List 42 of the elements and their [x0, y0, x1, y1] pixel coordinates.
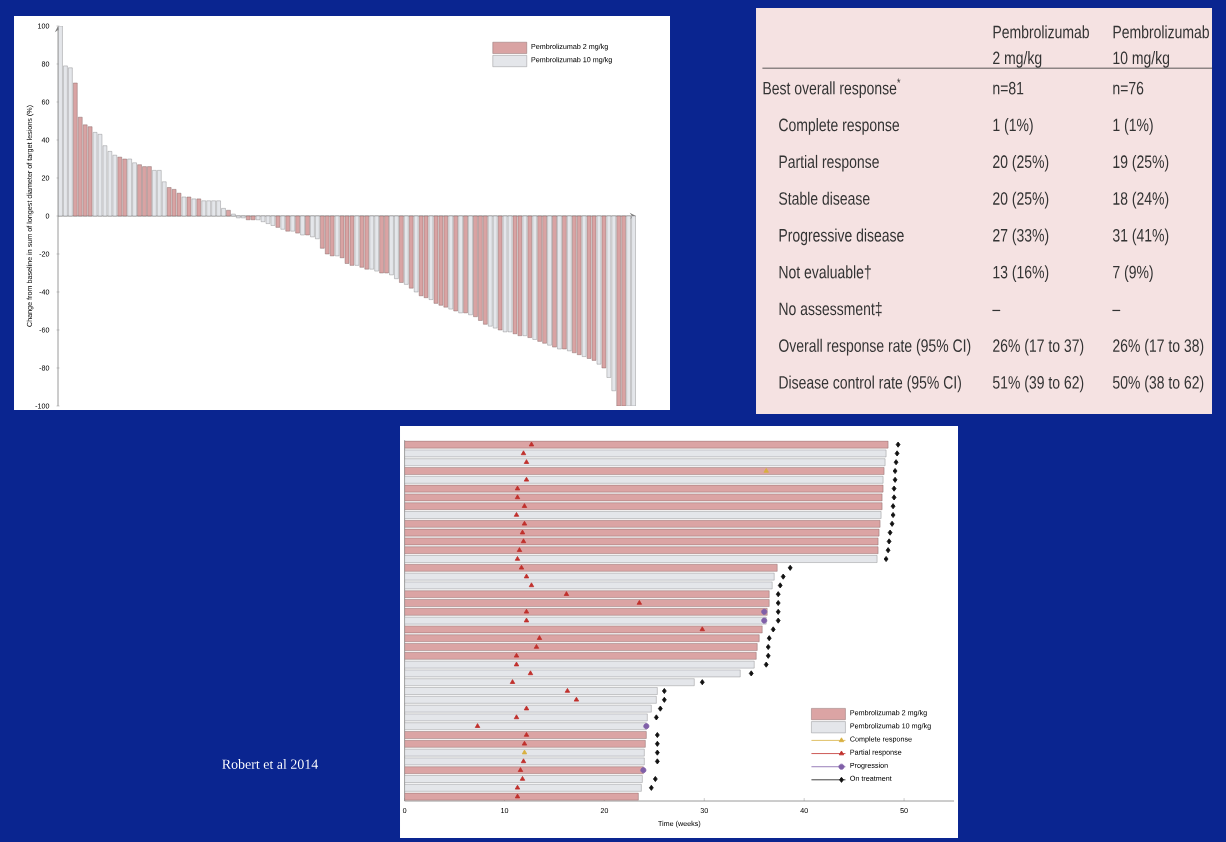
text: 27 (33%) — [993, 228, 1049, 246]
text: 1 (1%) — [1113, 118, 1153, 135]
text: n=81 — [993, 81, 1024, 95]
bar — [404, 616, 767, 625]
category-label: Progressive disease — [779, 228, 904, 246]
bar — [404, 467, 885, 475]
text: 13 (16%) — [993, 265, 1049, 282]
text: 26% (17 to 37) — [993, 338, 1084, 356]
bar — [404, 792, 639, 801]
point — [761, 608, 768, 615]
category-label: Disease control rate (95% CI) — [779, 375, 961, 393]
text: 1 (1%) — [993, 118, 1033, 135]
category-label: No assessment‡ — [779, 302, 882, 317]
text: 20 (25%) — [993, 191, 1049, 209]
category-label: Overall response rate (95% CI) — [779, 338, 971, 356]
text: – — [992, 309, 1001, 312]
text: 20 (25%) — [993, 154, 1049, 172]
text: 19 (25%) — [1113, 154, 1169, 172]
text: 51% (39 to 62) — [992, 375, 1084, 393]
text: 18 (24%) — [1113, 191, 1169, 209]
bar — [404, 625, 763, 634]
bar — [404, 449, 887, 458]
text: 7 (9%) — [1113, 265, 1153, 282]
category-label: Complete response — [779, 118, 900, 135]
point — [761, 617, 768, 624]
bar — [404, 440, 889, 449]
text: – — [1112, 309, 1121, 312]
bar — [404, 476, 884, 484]
category-label: Stable disease — [779, 191, 870, 205]
category-label: Best overall response$^{*}$ — [763, 78, 901, 99]
bar — [404, 555, 878, 563]
text: n=76 — [1113, 81, 1144, 95]
category-label: Not evaluable† — [779, 265, 871, 280]
text: 26% (17 to 38) — [1113, 338, 1204, 356]
bar — [404, 564, 778, 572]
bar — [404, 766, 644, 774]
text: 31 (41%) — [1112, 228, 1169, 246]
point — [640, 767, 647, 774]
text: 50% (38 to 62) — [1112, 375, 1204, 393]
bar — [404, 511, 882, 519]
category-label: Partial response — [779, 154, 879, 172]
point — [643, 723, 650, 730]
